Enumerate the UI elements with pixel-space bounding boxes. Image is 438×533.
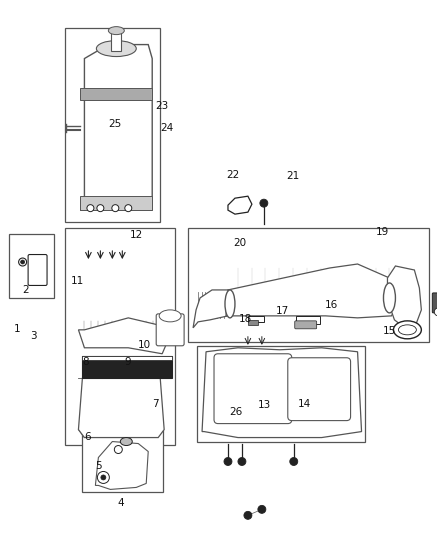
Polygon shape bbox=[81, 45, 152, 210]
Circle shape bbox=[238, 457, 246, 465]
FancyBboxPatch shape bbox=[295, 321, 317, 329]
Circle shape bbox=[87, 205, 94, 212]
Bar bbox=[82, 430, 163, 492]
Text: 25: 25 bbox=[109, 119, 122, 129]
Text: 13: 13 bbox=[258, 400, 272, 410]
Circle shape bbox=[434, 308, 438, 316]
Bar bbox=[111, 30, 121, 51]
Ellipse shape bbox=[108, 27, 124, 35]
Polygon shape bbox=[193, 290, 230, 328]
Ellipse shape bbox=[225, 290, 235, 318]
Circle shape bbox=[260, 199, 268, 207]
Polygon shape bbox=[78, 378, 164, 438]
Circle shape bbox=[97, 205, 104, 212]
Polygon shape bbox=[95, 441, 148, 489]
Text: 14: 14 bbox=[297, 399, 311, 409]
Text: 12: 12 bbox=[129, 230, 143, 240]
Polygon shape bbox=[228, 196, 252, 214]
Circle shape bbox=[114, 446, 122, 454]
Text: 26: 26 bbox=[229, 407, 242, 417]
Bar bbox=[188, 228, 429, 342]
Text: 8: 8 bbox=[82, 357, 89, 367]
FancyBboxPatch shape bbox=[214, 354, 292, 424]
FancyBboxPatch shape bbox=[156, 314, 184, 346]
Ellipse shape bbox=[393, 321, 421, 339]
Circle shape bbox=[97, 472, 110, 483]
Text: 7: 7 bbox=[152, 399, 159, 409]
Bar bbox=[248, 320, 258, 325]
Text: 16: 16 bbox=[325, 300, 338, 310]
Circle shape bbox=[224, 457, 232, 465]
Bar bbox=[197, 346, 364, 441]
Bar bbox=[248, 316, 264, 322]
Text: 4: 4 bbox=[117, 498, 124, 508]
Bar bbox=[81, 196, 152, 210]
Circle shape bbox=[244, 511, 252, 519]
Circle shape bbox=[258, 505, 266, 513]
Text: 10: 10 bbox=[138, 340, 152, 350]
Ellipse shape bbox=[399, 325, 417, 335]
Text: 23: 23 bbox=[155, 101, 169, 111]
FancyBboxPatch shape bbox=[28, 255, 47, 286]
Polygon shape bbox=[388, 266, 421, 330]
Text: 22: 22 bbox=[226, 170, 240, 180]
Text: 20: 20 bbox=[233, 238, 247, 247]
Text: 5: 5 bbox=[95, 461, 102, 471]
Bar bbox=[66, 28, 160, 222]
Text: 21: 21 bbox=[286, 171, 300, 181]
Text: 9: 9 bbox=[124, 357, 131, 367]
Circle shape bbox=[101, 475, 106, 480]
Ellipse shape bbox=[159, 310, 181, 322]
Text: 2: 2 bbox=[23, 286, 29, 295]
Bar bbox=[296, 316, 320, 324]
Circle shape bbox=[21, 260, 25, 264]
Ellipse shape bbox=[96, 41, 136, 56]
Text: 11: 11 bbox=[71, 277, 84, 286]
Text: 3: 3 bbox=[30, 330, 37, 341]
Circle shape bbox=[125, 205, 132, 212]
Bar bbox=[66, 228, 175, 445]
Circle shape bbox=[19, 258, 27, 266]
Bar bbox=[81, 88, 152, 100]
Bar bbox=[9, 234, 53, 298]
Ellipse shape bbox=[384, 283, 396, 313]
Text: 18: 18 bbox=[239, 313, 252, 324]
Text: 19: 19 bbox=[376, 227, 389, 237]
Text: 17: 17 bbox=[276, 306, 289, 316]
Polygon shape bbox=[226, 264, 399, 318]
Polygon shape bbox=[202, 348, 361, 438]
FancyBboxPatch shape bbox=[288, 358, 350, 421]
Circle shape bbox=[290, 457, 298, 465]
Bar bbox=[82, 356, 172, 378]
Text: 15: 15 bbox=[383, 326, 396, 336]
Text: 24: 24 bbox=[160, 123, 173, 133]
Text: 6: 6 bbox=[85, 432, 92, 442]
Text: 1: 1 bbox=[14, 324, 21, 334]
Circle shape bbox=[112, 205, 119, 212]
FancyBboxPatch shape bbox=[432, 293, 438, 313]
Polygon shape bbox=[78, 318, 168, 354]
Bar bbox=[82, 356, 172, 360]
Ellipse shape bbox=[120, 438, 132, 446]
